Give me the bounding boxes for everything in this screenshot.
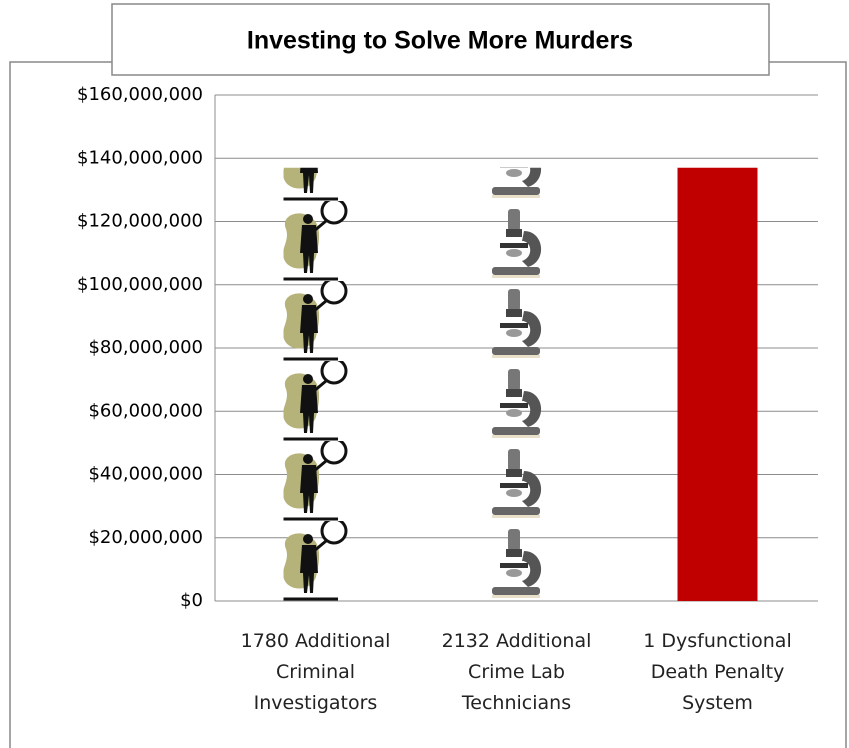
y-tick-label: $160,000,000 <box>77 84 203 105</box>
y-tick-label: $40,000,000 <box>88 464 203 485</box>
y-tick-label: $120,000,000 <box>77 211 203 232</box>
pictograph-bar <box>485 168 549 601</box>
y-tick-label: $140,000,000 <box>77 147 203 168</box>
bar <box>678 168 758 601</box>
y-tick-label: $20,000,000 <box>88 527 203 548</box>
y-tick-label: $0 <box>180 590 203 611</box>
y-tick-label: $100,000,000 <box>77 274 203 295</box>
pictograph-bar <box>284 168 348 601</box>
y-tick-label: $60,000,000 <box>88 400 203 421</box>
x-tick-label: 2132 Additional Crime Lab Technicians <box>422 626 612 719</box>
x-tick-label: 1780 Additional Criminal Investigators <box>221 626 411 719</box>
page: {"chart_data": {"type": "bar", "title": … <box>0 0 849 748</box>
y-tick-label: $80,000,000 <box>88 337 203 358</box>
x-tick-label: 1 Dysfunctional Death Penalty System <box>623 626 813 719</box>
chart-title: Investing to Solve More Murders <box>247 27 633 55</box>
